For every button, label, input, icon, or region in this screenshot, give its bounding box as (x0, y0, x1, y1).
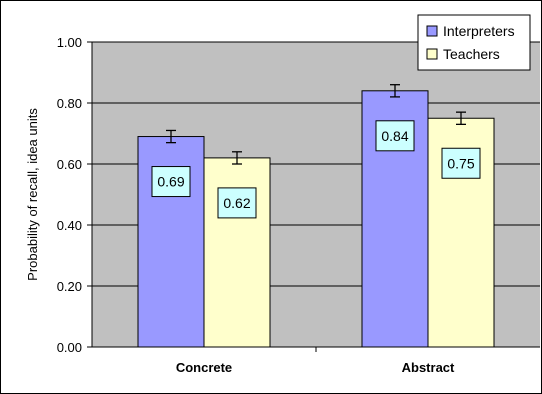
data-label-box (217, 187, 257, 219)
data-label: 0.69 (157, 174, 184, 190)
legend-label: Interpreters (443, 23, 515, 39)
data-label: 0.84 (381, 128, 408, 144)
data-label-box (441, 147, 481, 179)
y-tick-label: 1.00 (57, 35, 82, 50)
bar-teachers-concrete (203, 157, 271, 348)
legend-label: Teachers (443, 46, 500, 62)
y-tick-label: 0.60 (57, 157, 82, 172)
y-tick-label: 0.20 (57, 279, 82, 294)
y-tick-label: 0.80 (57, 96, 82, 111)
data-label-box (375, 120, 415, 152)
legend: Interpreters Teachers (417, 14, 531, 71)
legend-box (417, 14, 531, 71)
legend-swatch (426, 25, 438, 37)
y-axis-ticks: 0.00 0.20 0.40 0.60 0.80 1.00 (57, 35, 92, 355)
y-tick-label: 0.00 (57, 340, 82, 355)
data-label: 0.75 (447, 155, 474, 171)
data-label-box (151, 166, 191, 198)
bars: 0.69 0.62 0.84 0.75 (137, 84, 495, 348)
data-label: 0.62 (223, 195, 250, 211)
x-category-label: Concrete (176, 360, 232, 375)
x-category-label: Abstract (402, 360, 455, 375)
y-axis-title: Probability of recall, idea units (25, 108, 40, 281)
legend-swatch (426, 48, 438, 60)
y-tick-label: 0.40 (57, 218, 82, 233)
x-axis: Concrete Abstract (91, 42, 540, 375)
